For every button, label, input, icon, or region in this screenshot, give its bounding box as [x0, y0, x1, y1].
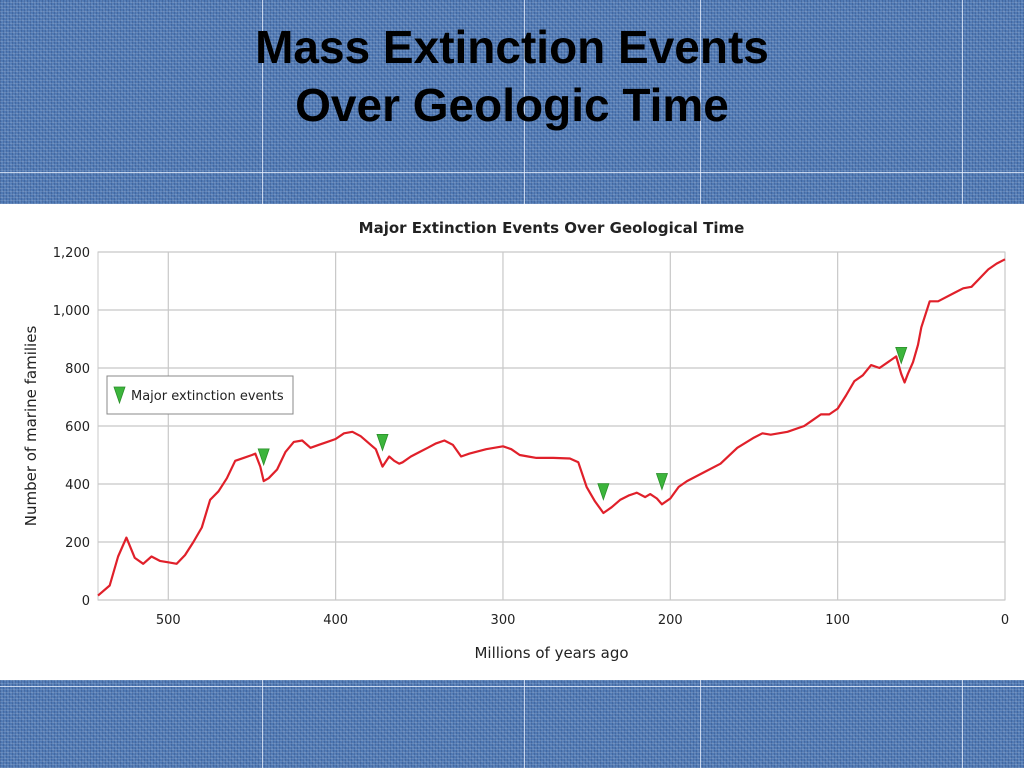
y-tick-label: 600: [65, 420, 90, 435]
legend-label: Major extinction events: [131, 389, 284, 404]
extinction-marker-icon: [376, 434, 389, 452]
y-tick-label: 1,200: [53, 246, 90, 261]
x-tick-label: 400: [323, 613, 348, 628]
band-grid-line: [524, 0, 525, 204]
y-tick-label: 0: [82, 594, 90, 609]
extinction-chart: 0 200 400 600 800 1,000 1,200 500 400 300 200 100 0 M…: [22, 219, 1009, 662]
band-grid-line: [700, 680, 701, 768]
legend-box: [106, 375, 294, 415]
series-line: [97, 258, 1006, 597]
band-grid-line: [524, 680, 525, 768]
x-tick-label: 500: [156, 613, 181, 628]
y-axis-label: Number of marine families: [22, 326, 40, 527]
extinction-marker-icon: [597, 483, 610, 501]
extinction-marker-icon: [257, 448, 270, 467]
footer-band: [0, 680, 1024, 768]
band-grid-line: [262, 680, 263, 768]
y-tick-label: 1,000: [53, 304, 90, 319]
band-grid-line: [700, 0, 701, 204]
x-tick-label: 0: [1001, 613, 1009, 628]
x-tick-label: 300: [491, 613, 516, 628]
band-grid-line: [962, 680, 963, 768]
slide-title: Mass Extinction Events Over Geologic Tim…: [0, 18, 1024, 134]
slide-title-line-2: Over Geologic Time: [295, 79, 729, 131]
slide-title-line-1: Mass Extinction Events: [255, 21, 769, 73]
title-band: Mass Extinction Events Over Geologic Tim…: [0, 0, 1024, 204]
x-axis-label: Millions of years ago: [474, 644, 628, 662]
band-grid-line: [0, 172, 1024, 173]
x-tick-label: 200: [658, 613, 683, 628]
y-tick-label: 200: [65, 536, 90, 551]
chart-title: Major Extinction Events Over Geological …: [359, 219, 745, 237]
band-grid-line: [0, 686, 1024, 687]
x-tick-label: 100: [825, 613, 850, 628]
band-grid-line: [262, 0, 263, 204]
chart-area: 0 200 400 600 800 1,000 1,200 500 400 300 200 100 0 M…: [0, 204, 1024, 680]
legend-marker-icon: [113, 386, 126, 405]
band-grid-line: [962, 0, 963, 204]
extinction-marker-icon: [655, 473, 669, 491]
y-tick-label: 800: [65, 362, 90, 377]
extinction-marker-icon: [895, 347, 908, 365]
y-tick-label: 400: [65, 478, 90, 493]
